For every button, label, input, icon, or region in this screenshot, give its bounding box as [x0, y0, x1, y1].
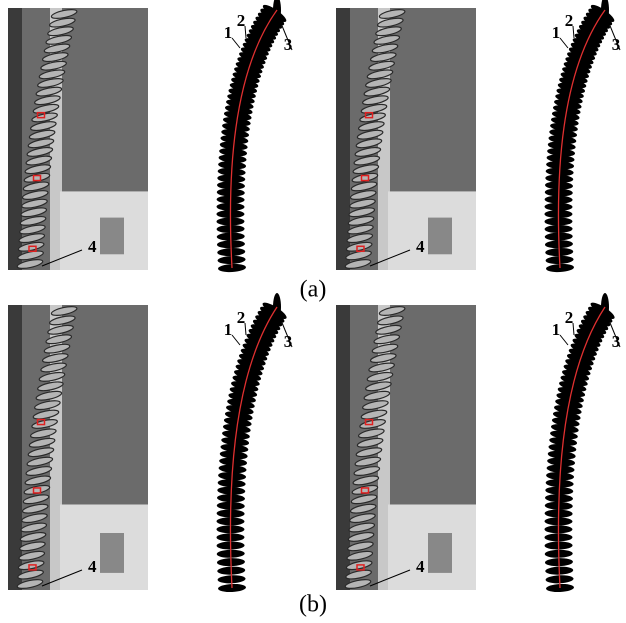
photo-block [100, 218, 124, 255]
photo-block [428, 218, 452, 255]
leader [232, 38, 240, 48]
panel: 4 12 3 [336, 293, 620, 593]
segment-label: 3 [612, 35, 621, 54]
segment-label: 3 [284, 35, 293, 54]
caption: (a) [300, 277, 327, 303]
segment-label: 3 [612, 332, 621, 351]
segment-label: 1 [224, 23, 233, 42]
caption: (b) [299, 592, 327, 618]
panel: 4 12 3 [8, 0, 292, 273]
photo-label: 4 [88, 557, 97, 576]
figure: (a)41234123(b)41234123 [0, 0, 626, 623]
leader [560, 38, 568, 48]
leader [232, 335, 240, 345]
segment-label: 2 [237, 308, 246, 327]
photo-label: 4 [88, 237, 97, 256]
segment-label: 1 [552, 320, 561, 339]
photo-block [100, 533, 124, 573]
segment-label: 1 [552, 23, 561, 42]
segment-label: 1 [224, 320, 233, 339]
panel: 4 12 3 [336, 0, 620, 273]
segment-label: 2 [565, 11, 574, 30]
photo-label: 4 [416, 557, 425, 576]
segment-label: 2 [565, 308, 574, 327]
segment-label: 2 [237, 11, 246, 30]
photo-label: 4 [416, 237, 425, 256]
leader [560, 335, 568, 345]
photo-block [428, 533, 452, 573]
panel: 4 12 3 [8, 293, 292, 593]
segment-label: 3 [284, 332, 293, 351]
